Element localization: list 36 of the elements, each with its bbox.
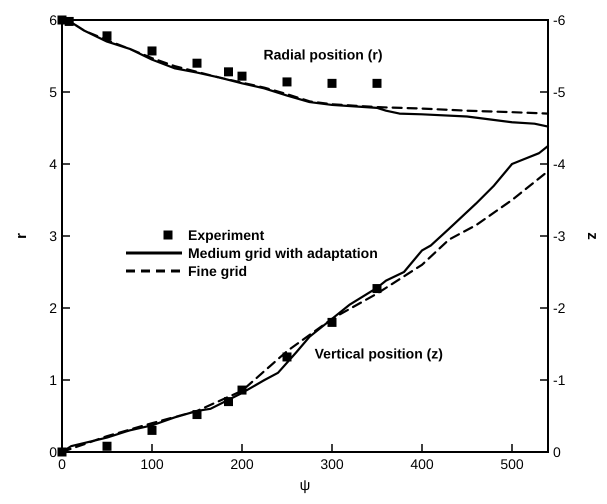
x-tick-label: 200 bbox=[230, 456, 254, 472]
x-axis-title: ψ bbox=[300, 477, 310, 494]
point bbox=[238, 72, 246, 81]
y-tick-label: 4 bbox=[49, 156, 58, 172]
y2-axis-title: z bbox=[584, 232, 601, 240]
point bbox=[148, 426, 156, 435]
y2-tick-label: -1 bbox=[553, 372, 566, 388]
point bbox=[328, 78, 336, 88]
x-tick-label: 400 bbox=[410, 456, 434, 472]
x-tick-label: 100 bbox=[140, 456, 164, 472]
x-tick-label: 500 bbox=[500, 456, 524, 472]
x-tick-label: 300 bbox=[320, 456, 344, 472]
y2-tick-label: -5 bbox=[553, 84, 566, 100]
point bbox=[192, 58, 202, 68]
point bbox=[102, 442, 112, 451]
legend-label: Medium grid with adaptation bbox=[188, 245, 378, 261]
annotation: Radial position (r) bbox=[264, 46, 382, 63]
annotation: Vertical position (z) bbox=[314, 345, 443, 362]
legend-label: Experiment bbox=[188, 227, 265, 243]
y2-tick-label: -4 bbox=[553, 156, 566, 172]
y-tick-label: 0 bbox=[49, 444, 58, 460]
y-tick-label: 5 bbox=[49, 84, 58, 100]
legend-label: Fine grid bbox=[188, 263, 248, 279]
y2-tick-label: -6 bbox=[553, 12, 566, 28]
y-axis-title: r bbox=[13, 232, 30, 239]
y-tick-label: 6 bbox=[49, 12, 58, 28]
y2-tick-label: -3 bbox=[553, 228, 566, 244]
y-tick-label: 2 bbox=[49, 300, 58, 316]
point bbox=[148, 46, 156, 56]
y2-tick-label: -2 bbox=[553, 300, 566, 316]
y2-tick-label: 0 bbox=[553, 444, 561, 460]
y-tick-label: 1 bbox=[49, 372, 58, 388]
point bbox=[224, 67, 233, 76]
point bbox=[372, 78, 382, 88]
point bbox=[282, 77, 292, 86]
y-tick-label: 3 bbox=[49, 228, 58, 244]
